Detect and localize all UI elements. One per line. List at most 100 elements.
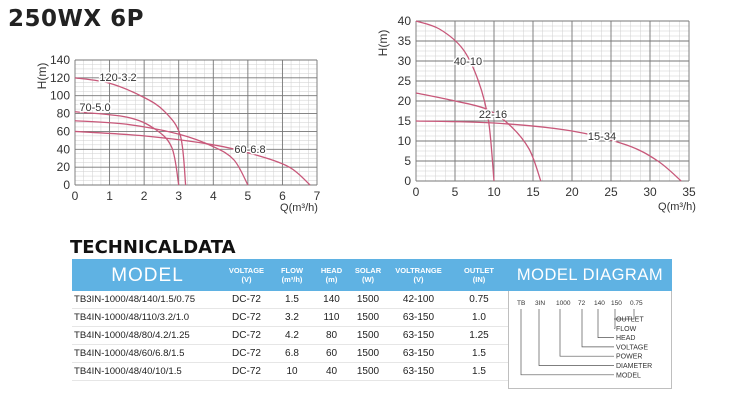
diagram-code-part: 1000: [556, 300, 571, 307]
table-row: TB4IN-1000/48/80/4.2/1.25 DC-72 4.2 80 1500 6…: [72, 326, 508, 345]
diagram-connector: [538, 309, 614, 366]
cell-head: 60: [314, 344, 349, 363]
diagram-label: OUTLET: [616, 317, 644, 324]
diagram-label: MODEL: [616, 372, 641, 379]
cell-voltage: DC-72: [223, 362, 270, 381]
x-tick-label: 15: [526, 185, 540, 199]
x-tick-label: 3: [175, 189, 182, 203]
model-diagram-title: MODEL DIAGRAM: [508, 259, 672, 291]
y-tick-label: 10: [398, 134, 412, 148]
cell-model: TB4IN-1000/48/40/10/1.5: [72, 362, 223, 381]
x-tick-label: 20: [565, 185, 579, 199]
diagram-connector: [581, 309, 614, 348]
y-tick-label: 5: [404, 154, 411, 168]
diagram-connector: [614, 309, 616, 329]
cell-head: 110: [314, 308, 349, 327]
cell-head: 80: [314, 326, 349, 345]
x-tick-label: 30: [643, 185, 657, 199]
y-tick-label: 35: [398, 34, 412, 48]
model-diagram: MODEL DIAGRAM TB 3IN 1000 72 140 150 0.75 OUTLE…: [508, 259, 672, 389]
y-tick-label: 15: [398, 114, 412, 128]
diagram-label: VOLTAGE: [616, 344, 648, 351]
cell-voltrange: 63-150: [387, 326, 450, 345]
diagram-label: POWER: [616, 354, 642, 361]
x-tick-label: 4: [210, 189, 217, 203]
y-tick-label: 20: [398, 94, 412, 108]
cell-model: TB4IN-1000/48/110/3.2/1.0: [72, 308, 223, 327]
y-tick-label: 40: [398, 14, 412, 28]
diagram-code-part: 72: [578, 300, 586, 307]
table-row: TB4IN-1000/48/40/10/1.5 DC-72 10 40 1500 63-1…: [72, 362, 508, 381]
y-tick-label: 80: [57, 107, 71, 121]
series-curve: [74, 120, 249, 186]
curve-label: 70-5.0: [79, 102, 110, 114]
curve-label: 22-16: [479, 109, 507, 121]
chart-large-flow: 0 5 10 15 20 25 30 35 0 5 10 15 20 25 30 35 40 H(m) Q(m³/h…: [376, 14, 696, 213]
cell-voltrange: 63-150: [387, 308, 450, 327]
header-outlet: OUTLET (IN): [450, 259, 508, 291]
model-diagram-body: TB 3IN 1000 72 140 150 0.75 OUTLET FLOW HEAD VOLTA…: [508, 291, 672, 389]
diagram-label: DIAMETER: [616, 363, 652, 370]
x-tick-label: 5: [245, 189, 252, 203]
y-tick-label: 25: [398, 74, 412, 88]
y-tick-label: 40: [57, 142, 71, 156]
cell-model: TB4IN-1000/48/80/4.2/1.25: [72, 326, 223, 345]
diagram-connector: [559, 309, 614, 357]
cell-model: TB4IN-1000/48/60/6.8/1.5: [72, 344, 223, 363]
x-tick-label: 2: [141, 189, 148, 203]
cell-voltrange: 63-150: [387, 362, 450, 381]
cell-outlet: 1.5: [450, 362, 508, 381]
table-row: TB3IN-1000/48/140/1.5/0.75 DC-72 1.5 140 150…: [72, 291, 508, 309]
diagram-code-part: TB: [517, 300, 525, 307]
x-tick-label: 0: [72, 189, 79, 203]
cell-flow: 3.2: [270, 308, 314, 327]
x-tick-label: 35: [682, 185, 696, 199]
cell-outlet: 1.0: [450, 308, 508, 327]
y-axis-label: H(m): [376, 30, 390, 57]
page-title: 250WX 6P: [8, 6, 144, 32]
table-row: TB4IN-1000/48/110/3.2/1.0 DC-72 3.2 110 1500…: [72, 308, 508, 327]
y-tick-label: 20: [57, 160, 71, 174]
diagram-connector: [597, 309, 614, 338]
diagram-label: HEAD: [616, 335, 635, 342]
cell-outlet: 1.5: [450, 344, 508, 363]
model-diagram-graphic: TB 3IN 1000 72 140 150 0.75 OUTLET FLOW HEAD VOLTA…: [517, 300, 652, 379]
diagram-code-part: 3IN: [535, 300, 545, 307]
series-curve: [415, 20, 495, 182]
cell-outlet: 0.75: [450, 291, 508, 309]
diagram-code-part: 150: [611, 300, 622, 307]
cell-voltage: DC-72: [223, 344, 270, 363]
technical-data-table: MODEL VOLTAGE (V) FLOW (m³/h) HEAD (m) SOLA…: [72, 259, 508, 381]
table-row: TB4IN-1000/48/60/6.8/1.5 DC-72 6.8 60 1500 63…: [72, 344, 508, 363]
cell-flow: 10: [270, 362, 314, 381]
y-tick-label: 140: [50, 53, 70, 67]
x-tick-label: 5: [452, 185, 459, 199]
cell-flow: 4.2: [270, 326, 314, 345]
x-tick-label: 10: [487, 185, 501, 199]
header-solar: SOLAR (W): [349, 259, 387, 291]
y-tick-label: 100: [50, 89, 70, 103]
curve-label: 40-10: [454, 56, 482, 68]
cell-voltrange: 63-150: [387, 344, 450, 363]
x-tick-label: 0: [413, 185, 420, 199]
cell-head: 140: [314, 291, 349, 309]
cell-flow: 6.8: [270, 344, 314, 363]
diagram-connector: [614, 309, 635, 320]
y-axis-label: H(m): [35, 63, 49, 90]
series-curve: [74, 111, 180, 186]
diagram-code-part: 140: [594, 300, 605, 307]
y-tick-label: 0: [63, 178, 70, 192]
cell-solar: 1500: [349, 326, 387, 345]
cell-outlet: 1.25: [450, 326, 508, 345]
cell-solar: 1500: [349, 344, 387, 363]
curve-label: 15-34: [588, 131, 616, 143]
cell-voltage: DC-72: [223, 326, 270, 345]
x-axis-label: Q(m³/h): [280, 202, 318, 214]
diagram-connector: [520, 309, 614, 376]
cell-voltrange: 42-100: [387, 291, 450, 309]
x-tick-label: 6: [279, 189, 286, 203]
series-curve: [74, 130, 311, 186]
technical-data-title: TECHNICALDATA: [70, 237, 236, 258]
cell-head: 40: [314, 362, 349, 381]
y-tick-label: 30: [398, 54, 412, 68]
